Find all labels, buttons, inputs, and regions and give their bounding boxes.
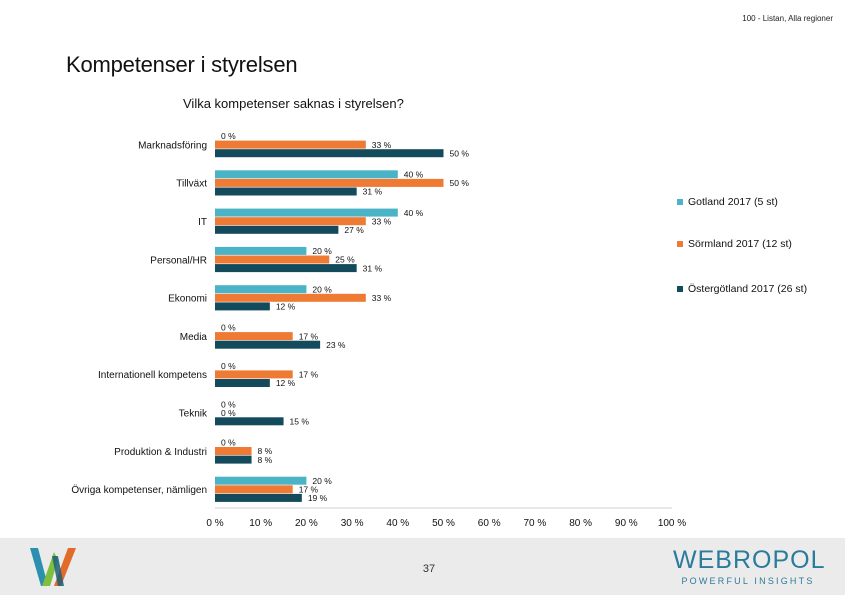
bar-ekonomi-gotland	[215, 285, 307, 294]
x-tick-label-90: 90 %	[615, 518, 638, 529]
bar-marknadsforing-ostergotland	[215, 149, 444, 158]
category-label-marknadsforing: Marknadsföring	[138, 140, 207, 151]
bar-tillvaxt-gotland	[215, 170, 398, 179]
bar-internationell-kompetens-ostergotland	[215, 379, 270, 387]
data-label-produktion-and-industri-ostergotland: 8 %	[258, 455, 273, 465]
data-label-media-sormland: 17 %	[299, 331, 319, 341]
legend-label-sormland: Sörmland 2017 (12 st)	[688, 238, 792, 250]
data-label-it-sormland: 33 %	[372, 216, 392, 226]
footer-bar: 37 WEBROPOL POWERFUL INSIGHTS	[0, 538, 845, 595]
bar-ovriga-kompetenser-namligen-ostergotland	[215, 493, 302, 502]
data-label-ekonomi-gotland: 20 %	[312, 284, 332, 294]
data-label-personal-hr-gotland: 20 %	[312, 246, 332, 256]
bar-personal-hr-sormland	[215, 255, 330, 264]
data-label-internationell-kompetens-sormland: 17 %	[299, 370, 319, 380]
data-label-marknadsforing-ostergotland: 50 %	[450, 148, 470, 158]
data-label-media-ostergotland: 23 %	[326, 340, 346, 350]
data-label-personal-hr-ostergotland: 31 %	[363, 263, 383, 273]
x-tick-label-0: 0 %	[206, 518, 223, 529]
data-label-produktion-and-industri-sormland: 8 %	[258, 446, 273, 456]
x-tick-label-80: 80 %	[569, 518, 592, 529]
data-label-marknadsforing-gotland: 0 %	[221, 131, 236, 141]
bar-it-gotland	[215, 208, 398, 217]
data-label-ovriga-kompetenser-namligen-gotland: 20 %	[312, 476, 332, 486]
data-label-marknadsforing-sormland: 33 %	[372, 140, 392, 150]
webropol-w-logo-icon	[30, 548, 76, 586]
x-tick-label-10: 10 %	[249, 518, 272, 529]
data-label-ovriga-kompetenser-namligen-ostergotland: 19 %	[308, 493, 328, 503]
data-label-it-gotland: 40 %	[404, 208, 424, 218]
data-label-produktion-and-industri-gotland: 0 %	[221, 438, 236, 448]
page-number: 37	[422, 563, 436, 575]
data-label-personal-hr-sormland: 25 %	[335, 255, 355, 265]
legend-swatch-gotland	[677, 199, 683, 205]
legend-swatch-ostergotland	[677, 286, 683, 292]
x-tick-label-30: 30 %	[341, 518, 364, 529]
data-label-teknik-ostergotland: 15 %	[290, 417, 310, 427]
data-label-media-gotland: 0 %	[221, 323, 236, 333]
x-tick-label-20: 20 %	[295, 518, 318, 529]
bar-chart: Vilka kompetenser saknas i styrelsen? 0 …	[71, 96, 807, 529]
webropol-brand: WEBROPOL POWERFUL INSIGHTS	[673, 546, 826, 586]
bar-tillvaxt-sormland	[215, 178, 444, 187]
bar-produktion-and-industri-ostergotland	[215, 455, 252, 464]
bar-ovriga-kompetenser-namligen-gotland	[215, 476, 307, 485]
bar-personal-hr-gotland	[215, 246, 307, 255]
data-label-tillvaxt-sormland: 50 %	[450, 178, 470, 188]
chart-title: Vilka kompetenser saknas i styrelsen?	[183, 96, 404, 111]
category-label-teknik: Teknik	[179, 409, 208, 420]
bar-personal-hr-ostergotland	[215, 264, 357, 273]
bar-media-sormland	[215, 332, 293, 341]
bar-it-ostergotland	[215, 225, 339, 234]
brand-tagline: POWERFUL INSIGHTS	[681, 576, 815, 586]
x-tick-label-60: 60 %	[478, 518, 501, 529]
bar-marknadsforing-sormland	[215, 140, 366, 149]
data-label-teknik-gotland: 0 %	[221, 399, 236, 409]
data-label-internationell-kompetens-ostergotland: 12 %	[276, 378, 296, 388]
x-tick-label-100: 100 %	[658, 518, 686, 529]
bar-it-sormland	[215, 217, 366, 226]
legend-label-ostergotland: Östergötland 2017 (26 st)	[688, 283, 807, 295]
category-label-ovriga-kompetenser-namligen: Övriga kompetenser, nämligen	[71, 484, 207, 496]
category-label-produktion-and-industri: Produktion & Industri	[114, 447, 207, 458]
data-label-ovriga-kompetenser-namligen-sormland: 17 %	[299, 485, 319, 495]
category-label-media: Media	[180, 332, 208, 343]
brand-name: WEBROPOL	[673, 546, 826, 574]
category-label-tillvaxt: Tillväxt	[176, 179, 207, 190]
bar-teknik-ostergotland	[215, 417, 284, 426]
bar-tillvaxt-ostergotland	[215, 187, 357, 196]
legend-swatch-sormland	[677, 241, 683, 247]
legend-label-gotland: Gotland 2017 (5 st)	[688, 196, 778, 208]
category-label-personal-hr: Personal/HR	[150, 255, 207, 266]
bar-ekonomi-ostergotland	[215, 302, 270, 311]
x-tick-label-70: 70 %	[524, 518, 547, 529]
bar-produktion-and-industri-sormland	[215, 447, 252, 455]
data-label-teknik-sormland: 0 %	[221, 408, 236, 418]
data-label-tillvaxt-ostergotland: 31 %	[363, 187, 383, 197]
category-label-it: IT	[198, 217, 207, 228]
report-scope-label: 100 - Listan, Alla regioner	[742, 14, 833, 23]
bar-ekonomi-sormland	[215, 293, 366, 302]
data-label-it-ostergotland: 27 %	[344, 225, 364, 235]
data-label-ekonomi-sormland: 33 %	[372, 293, 392, 303]
bar-internationell-kompetens-sormland	[215, 370, 293, 379]
bar-ovriga-kompetenser-namligen-sormland	[215, 485, 293, 494]
category-label-internationell-kompetens: Internationell kompetens	[98, 370, 207, 381]
bar-media-ostergotland	[215, 340, 321, 349]
category-label-ekonomi: Ekonomi	[168, 294, 207, 305]
x-tick-label-40: 40 %	[386, 518, 409, 529]
data-label-ekonomi-ostergotland: 12 %	[276, 302, 296, 312]
page-title: Kompetenser i styrelsen	[66, 52, 298, 77]
data-label-internationell-kompetens-gotland: 0 %	[221, 361, 236, 371]
data-label-tillvaxt-gotland: 40 %	[404, 170, 424, 180]
x-tick-label-50: 50 %	[432, 518, 455, 529]
